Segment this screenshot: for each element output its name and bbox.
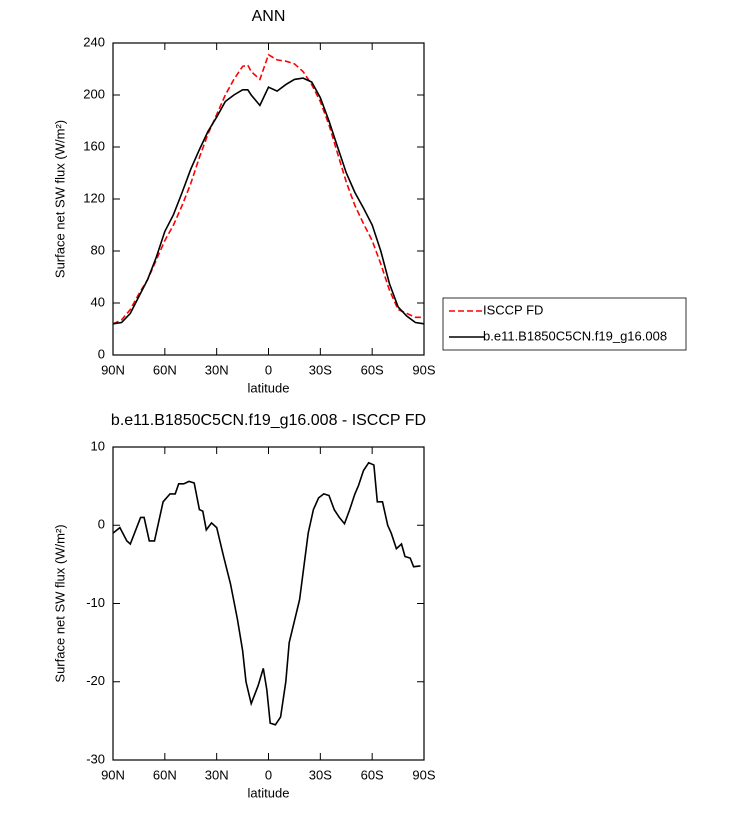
legend-label: ISCCP FD bbox=[483, 302, 543, 317]
y-tick-label: 10 bbox=[91, 438, 105, 453]
series-line bbox=[112, 53, 424, 325]
x-tick-label: 90N bbox=[101, 767, 125, 782]
plot-frame bbox=[112, 42, 425, 356]
chart-title: b.e11.B1850C5CN.f19_g16.008 - ISCCP FD bbox=[111, 412, 426, 429]
y-tick-label: 120 bbox=[83, 190, 105, 205]
x-tick-label: 30N bbox=[205, 362, 229, 377]
series-line bbox=[112, 77, 425, 325]
y-tick-label: 0 bbox=[98, 346, 105, 361]
y-tick-label: -10 bbox=[86, 595, 105, 610]
y-tick-label: 40 bbox=[91, 294, 105, 309]
y-tick-label: 0 bbox=[98, 517, 105, 532]
y-axis-label: Surface net SW flux (W/m²) bbox=[52, 120, 67, 278]
y-axis-label: Surface net SW flux (W/m²) bbox=[52, 524, 67, 682]
x-tick-label: 60N bbox=[153, 767, 177, 782]
y-tick-label: 80 bbox=[91, 242, 105, 257]
x-tick-label: 60S bbox=[361, 362, 384, 377]
x-tick-label: 0 bbox=[265, 767, 272, 782]
x-tick-label: 90S bbox=[412, 767, 435, 782]
x-tick-label: 30S bbox=[309, 362, 332, 377]
x-tick-label: 30N bbox=[205, 767, 229, 782]
y-tick-label: 200 bbox=[83, 86, 105, 101]
x-axis-label: latitude bbox=[248, 785, 290, 800]
y-tick-label: -20 bbox=[86, 673, 105, 688]
x-tick-label: 90N bbox=[101, 362, 125, 377]
x-tick-label: 30S bbox=[309, 767, 332, 782]
y-tick-label: -30 bbox=[86, 751, 105, 766]
y-tick-label: 160 bbox=[83, 138, 105, 153]
y-tick-label: 240 bbox=[83, 34, 105, 49]
x-tick-label: 60N bbox=[153, 362, 177, 377]
series-line bbox=[112, 461, 421, 726]
x-tick-label: 60S bbox=[361, 767, 384, 782]
legend-label: b.e11.B1850C5CN.f19_g16.008 bbox=[483, 328, 667, 343]
x-tick-label: 0 bbox=[265, 362, 272, 377]
x-axis-label: latitude bbox=[248, 380, 290, 395]
legend-box bbox=[442, 297, 687, 351]
chart-title: ANN bbox=[252, 8, 286, 25]
x-tick-label: 90S bbox=[412, 362, 435, 377]
